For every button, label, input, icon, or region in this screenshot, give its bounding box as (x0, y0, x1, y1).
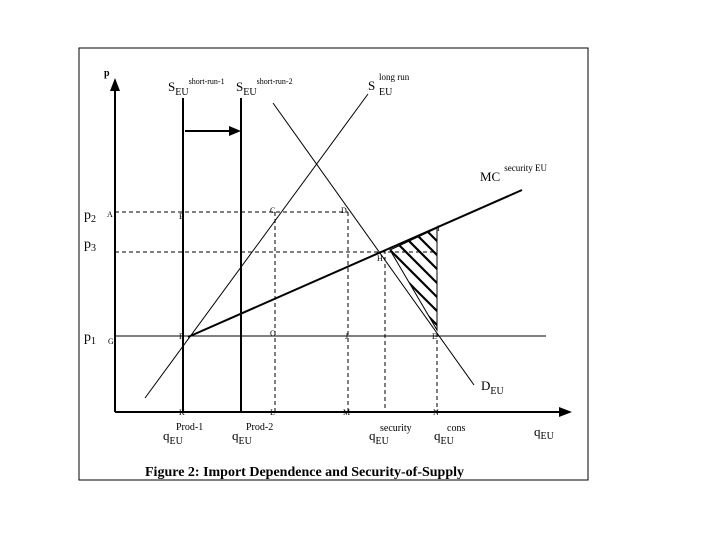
label-prod1-top: Prod-1 (176, 422, 203, 433)
label-prod1: qEU (163, 428, 184, 447)
price-label-p2: p2 (84, 208, 96, 225)
label-prod2: qEU (232, 428, 253, 447)
point-label-i: I (437, 224, 440, 233)
x-axis-arrow (559, 407, 572, 417)
figure-caption: Figure 2: Import Dependence and Security… (145, 465, 464, 480)
label-mc-security: MCsecurity EU (480, 163, 547, 184)
hatched-welfare-area (390, 228, 437, 330)
point-label-h: H (377, 254, 383, 263)
figure-frame (78, 47, 589, 481)
label-supply-short-run-1: SEUshort-run-1 (168, 77, 225, 98)
point-label-a: A (107, 210, 113, 219)
x-axis-label: qEU (534, 424, 555, 442)
label-prod2-top: Prod-2 (246, 422, 273, 433)
y-axis-arrow (110, 78, 120, 91)
label-cons-top: cons (447, 423, 465, 434)
price-label-p3: p3 (84, 237, 96, 254)
point-label-e: E (432, 332, 437, 341)
label-supply-short-run-2: SEUshort-run-2 (236, 77, 293, 98)
label-demand: DEU (481, 378, 504, 397)
point-label-m: M (343, 408, 350, 417)
axes (110, 78, 572, 417)
mc-security-curve (187, 189, 523, 338)
shift-arrow-head (229, 126, 241, 136)
point-label-n: N (433, 408, 439, 417)
point-label-d: D (341, 206, 347, 215)
label-security: qEU (369, 428, 390, 447)
label-cons: qEU (434, 428, 455, 447)
point-label-b: B (179, 212, 184, 221)
point-labels: A B C D I H G F O J E K L M N (107, 206, 440, 417)
point-label-k: K (179, 408, 185, 417)
point-label-c: C (270, 206, 275, 215)
point-label-l: L (270, 408, 275, 417)
label-supply-long-run-sup: long run (379, 72, 410, 82)
price-label-p1: p1 (84, 330, 96, 347)
point-label-g: G (108, 337, 114, 346)
point-label-j: J (345, 332, 348, 341)
label-supply-long-run-sub: EU (379, 87, 393, 98)
hatched-area-outline (389, 227, 438, 332)
supply-long-run-curve (144, 93, 369, 399)
point-label-f: F (179, 332, 184, 341)
label-supply-long-run-base: S (368, 78, 375, 93)
point-label-o: O (270, 329, 276, 338)
demand-curve (272, 102, 475, 386)
label-security-top: security (380, 423, 412, 434)
y-axis-label: p (104, 68, 110, 79)
